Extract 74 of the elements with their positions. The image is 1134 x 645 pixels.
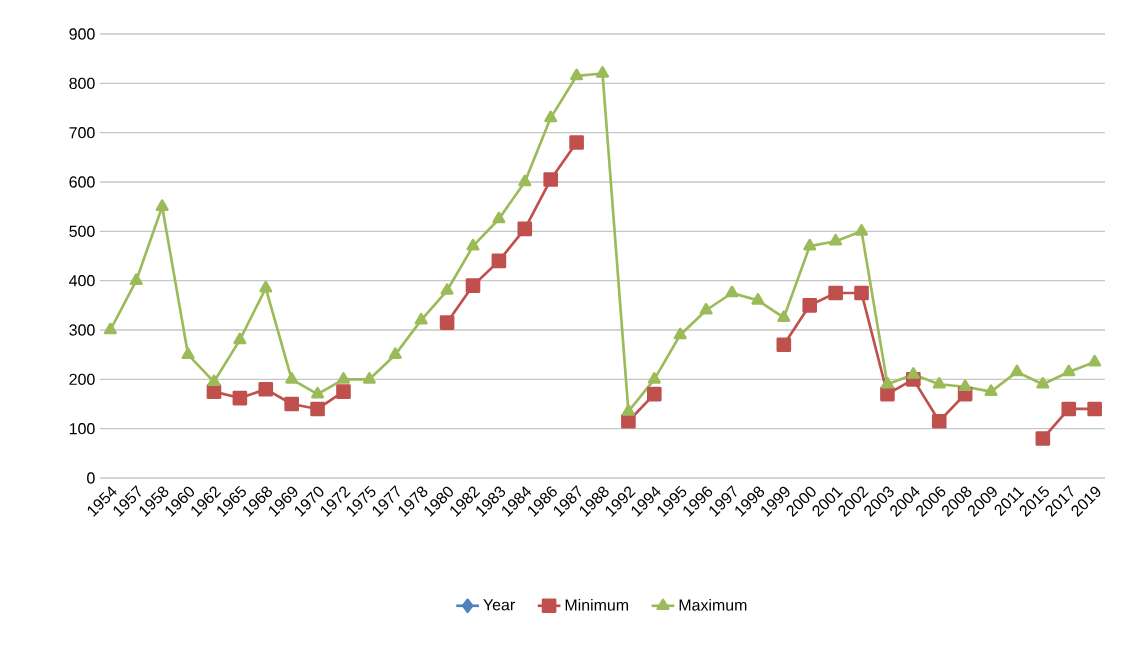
point xyxy=(777,310,791,322)
point xyxy=(621,413,636,429)
point xyxy=(569,135,584,150)
point xyxy=(570,68,584,81)
point xyxy=(802,298,818,313)
point xyxy=(1087,401,1102,417)
point xyxy=(984,384,998,396)
point xyxy=(518,174,532,187)
point xyxy=(958,379,972,392)
point xyxy=(439,315,455,330)
point xyxy=(931,413,947,429)
point xyxy=(233,332,247,345)
point xyxy=(466,238,480,251)
y-tick-label: 600 xyxy=(69,176,95,188)
y-tick-label: 900 xyxy=(69,28,95,40)
point xyxy=(440,283,454,295)
point xyxy=(621,404,635,416)
point xyxy=(544,110,558,123)
y-tick-label: 300 xyxy=(69,324,95,336)
legend-label: Year xyxy=(483,599,515,611)
point xyxy=(829,233,843,246)
point xyxy=(336,384,351,399)
point xyxy=(828,285,843,301)
point xyxy=(284,396,299,412)
y-tick-label: 400 xyxy=(69,275,95,287)
point xyxy=(1088,354,1102,367)
point xyxy=(362,372,376,384)
point xyxy=(129,273,143,285)
point xyxy=(647,386,662,402)
point xyxy=(932,376,946,389)
point xyxy=(311,386,325,399)
point xyxy=(1035,431,1051,446)
point xyxy=(543,172,559,187)
point xyxy=(181,347,195,359)
y-tick-label: 0 xyxy=(87,472,95,484)
point xyxy=(673,327,687,340)
point xyxy=(103,322,117,335)
point xyxy=(310,401,325,417)
point xyxy=(492,211,506,224)
point xyxy=(1062,364,1076,377)
legend-label: Maximum xyxy=(679,599,747,611)
point xyxy=(517,221,533,237)
point xyxy=(596,66,610,78)
point xyxy=(880,376,894,389)
point xyxy=(285,372,299,384)
point xyxy=(414,312,428,325)
point xyxy=(465,278,481,293)
point xyxy=(1061,401,1077,417)
point xyxy=(336,372,350,384)
point xyxy=(647,372,661,384)
point xyxy=(232,390,248,406)
point xyxy=(699,302,713,315)
legend-label: Minimum xyxy=(565,599,629,611)
point xyxy=(776,337,792,353)
y-tick-label: 700 xyxy=(69,127,95,139)
point xyxy=(1036,376,1050,389)
point xyxy=(906,367,920,379)
point xyxy=(725,285,739,298)
point xyxy=(155,199,169,211)
point xyxy=(259,280,273,293)
point xyxy=(1010,364,1024,377)
y-tick-label: 800 xyxy=(69,77,95,89)
point xyxy=(207,374,221,387)
y-tick-label: 200 xyxy=(69,373,95,385)
point xyxy=(258,381,274,397)
point xyxy=(751,293,765,305)
point xyxy=(388,347,402,359)
point xyxy=(854,285,869,301)
y-tick-label: 500 xyxy=(69,225,95,237)
point xyxy=(491,253,507,269)
point xyxy=(880,386,895,402)
y-tick-label: 100 xyxy=(69,423,95,435)
point xyxy=(803,238,817,251)
point xyxy=(855,224,869,236)
